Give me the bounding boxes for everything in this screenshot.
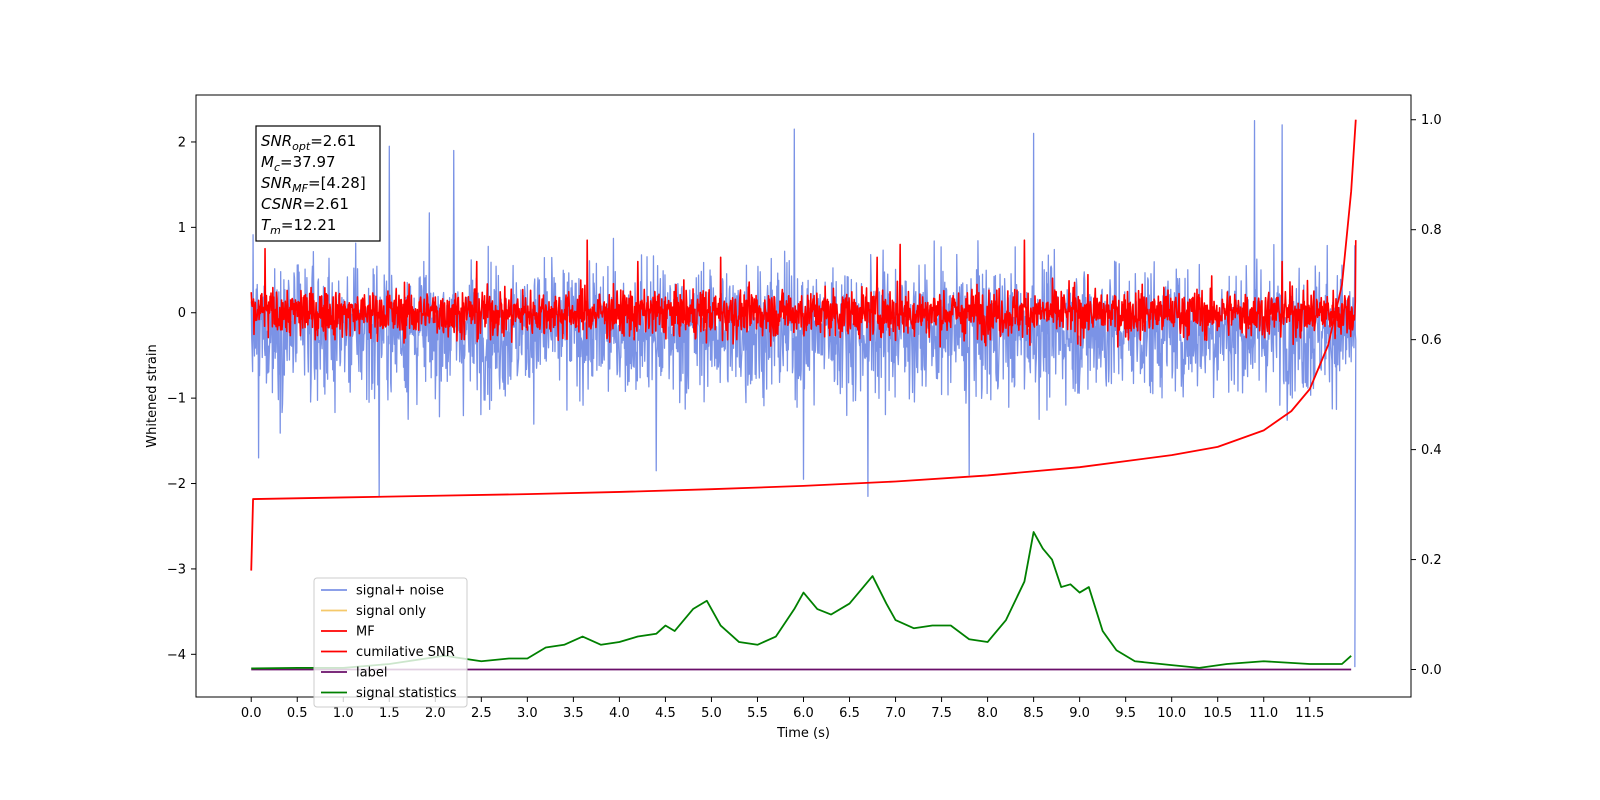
annotation-frame [255,125,381,242]
y-axis-right: 1.0 0.8 0.6 0.4 0.2 0.0 [1411,113,1442,678]
x-tick-label: 7.0 [885,706,906,721]
x-tick-label: 0.0 [241,706,262,721]
annotation-line: SNRopt=2.61 [261,132,356,153]
x-tick-label: 5.5 [747,706,768,721]
y-tick-label: 1 [178,221,186,236]
x-tick-label: 10.5 [1203,706,1232,721]
legend-entry-label: label [356,666,387,681]
x-tick-label: 2.5 [471,706,492,721]
y-tick-label: −1 [167,392,186,407]
legend-frame [313,577,468,708]
y2-tick-label: 0.0 [1421,663,1442,678]
stats-annotation-box: SNRopt=2.61Mc=37.97SNRMF=[4.28]CSNR=2.61… [255,125,381,242]
y-axis-left: 2 1 0 −1 −2 −3 −4 [167,135,196,663]
series-line-cumilative-snr [250,119,1357,571]
annotation-line: SNRMF=[4.28] [261,174,366,195]
series-line-signal-noise [250,119,1357,668]
y-tick-label: 0 [178,306,186,321]
y-tick-label: 2 [178,135,186,150]
x-tick-label: 8.5 [1023,706,1044,721]
x-tick-label: 11.5 [1295,706,1324,721]
y-tick-label: −3 [167,562,186,577]
x-tick-label: 4.5 [655,706,676,721]
x-tick-label: 9.5 [1115,706,1136,721]
x-tick-label: 6.5 [839,706,860,721]
x-axis: 0.0 0.5 1.0 1.5 2.0 2.5 3.0 3.5 4.0 4.5 5.0 5.5 6.0 6… [241,697,1324,721]
x-tick-label: 10.0 [1157,706,1186,721]
x-tick-label: 11.0 [1249,706,1278,721]
y2-tick-label: 0.4 [1421,443,1442,458]
y2-tick-label: 0.6 [1421,333,1442,348]
y-tick-label: −4 [167,648,186,663]
series-line-mf [250,239,1357,348]
x-tick-label: 7.5 [931,706,952,721]
y2-tick-label: 1.0 [1421,113,1442,128]
annotation-line: Mc=37.97 [261,153,336,174]
x-tick-label: 3.0 [517,706,538,721]
x-axis-label: Time (s) [776,726,830,741]
x-tick-label: 3.5 [563,706,584,721]
annotation-line: CSNR=2.61 [261,195,349,213]
legend-entry-label: cumilative SNR [356,645,455,660]
legend-entry-label: signal+ noise [356,584,444,599]
x-tick-label: 1.5 [379,706,400,721]
y-axis-label: Whitened strain [145,344,160,447]
legend: signal+ noise signal only MF cumilative SNR… [313,577,468,708]
x-tick-label: 6.0 [793,706,814,721]
legend-entry-label: MF [356,625,375,640]
series-line-signal-statistics [251,531,1352,670]
x-tick-label: 0.5 [287,706,308,721]
y-tick-label: −2 [167,477,186,492]
y2-tick-label: 0.2 [1421,553,1442,568]
legend-entry-label: signal only [356,604,426,619]
annotation-line: Tm=12.21 [261,216,336,237]
x-tick-label: 1.0 [333,706,354,721]
y2-tick-label: 0.8 [1421,223,1442,238]
x-tick-label: 9.0 [1069,706,1090,721]
x-tick-label: 5.0 [701,706,722,721]
x-tick-label: 8.0 [977,706,998,721]
x-tick-label: 4.0 [609,706,630,721]
x-tick-label: 2.0 [425,706,446,721]
legend-entry-label: signal statistics [356,686,457,701]
